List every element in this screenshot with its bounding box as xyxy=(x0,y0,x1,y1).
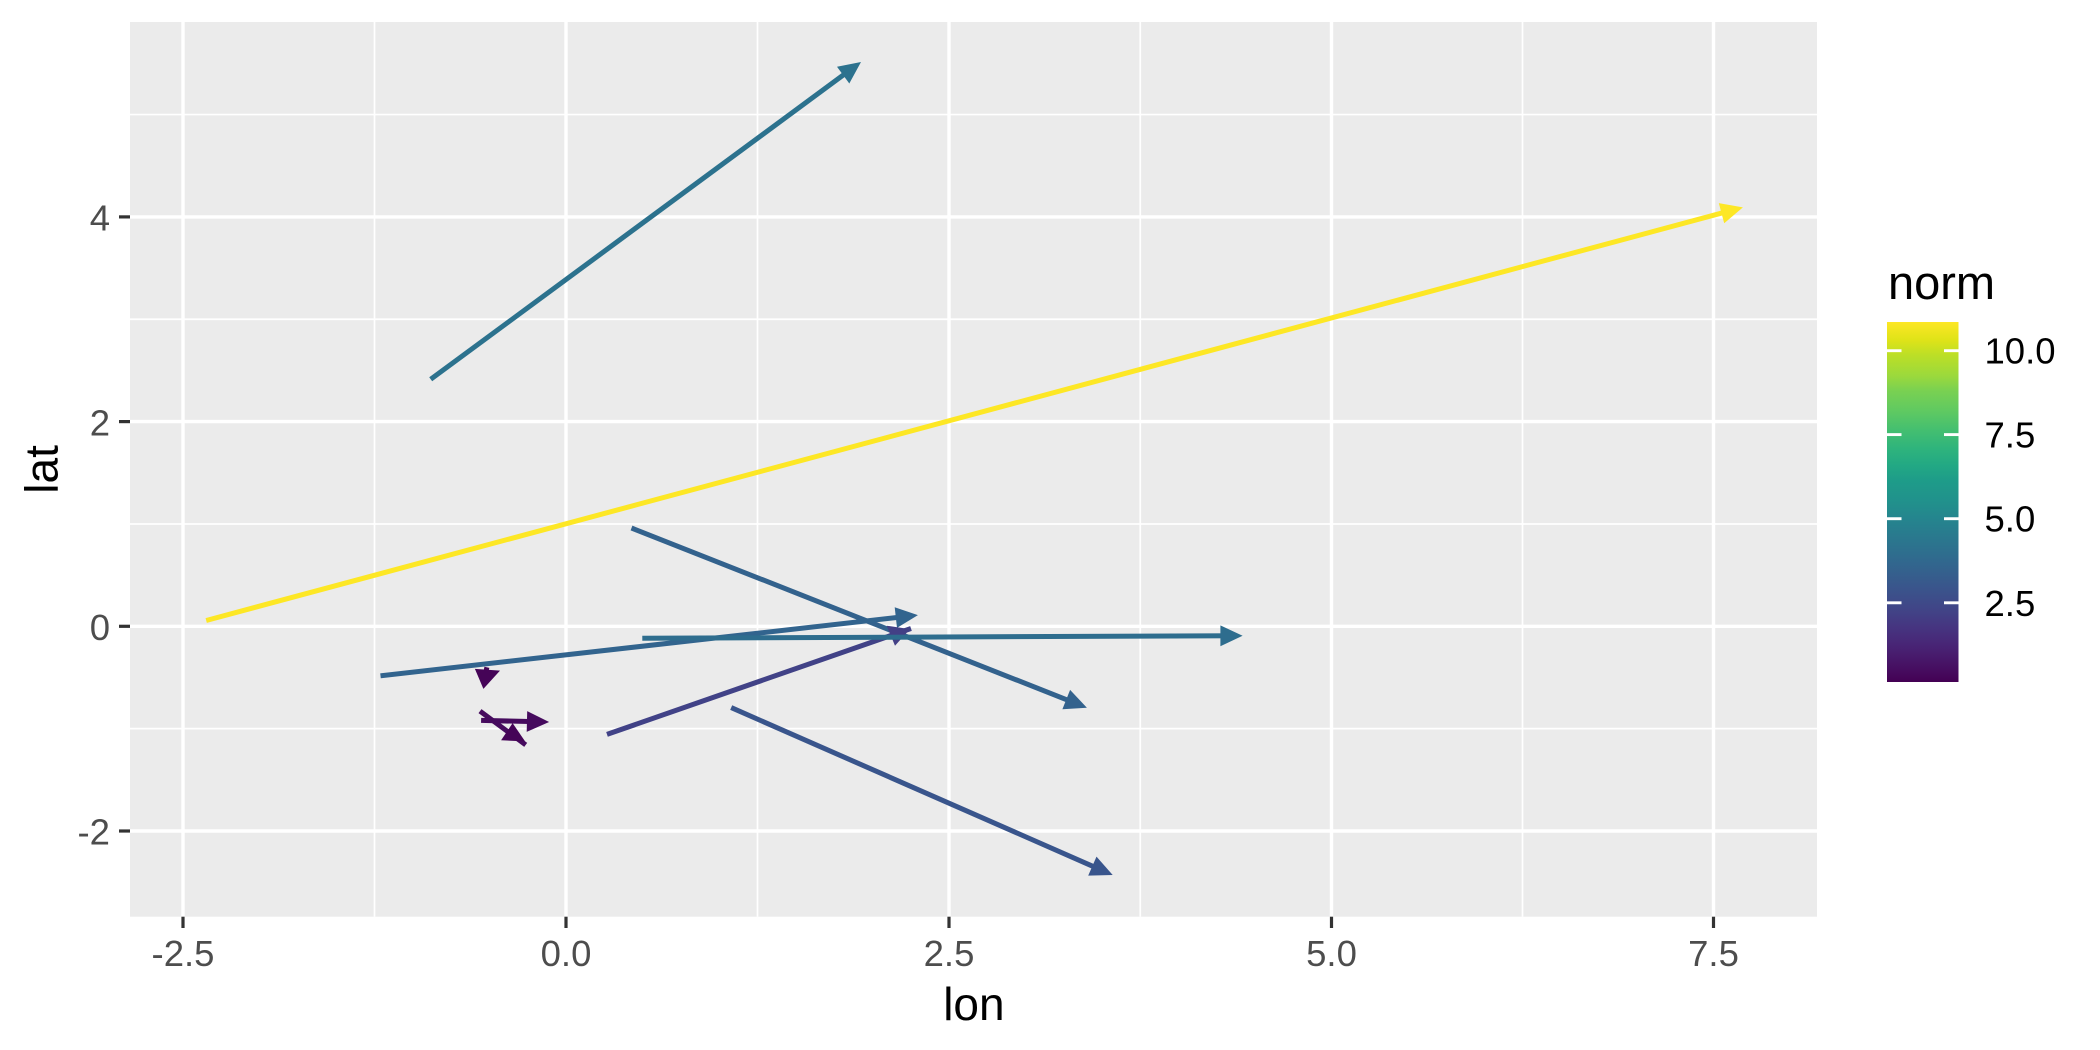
svg-text:2.5: 2.5 xyxy=(924,933,975,974)
svg-text:2: 2 xyxy=(90,402,110,443)
svg-text:10.0: 10.0 xyxy=(1985,331,2056,372)
svg-text:7.5: 7.5 xyxy=(1985,415,2036,456)
svg-text:5.0: 5.0 xyxy=(1985,499,2036,540)
svg-text:5.0: 5.0 xyxy=(1306,933,1357,974)
svg-text:4: 4 xyxy=(90,198,110,239)
svg-text:lon: lon xyxy=(943,978,1004,1030)
svg-text:7.5: 7.5 xyxy=(1688,933,1739,974)
svg-text:-2: -2 xyxy=(78,812,110,853)
svg-text:2.5: 2.5 xyxy=(1985,583,2036,624)
svg-text:lat: lat xyxy=(16,445,68,494)
svg-text:norm: norm xyxy=(1888,256,1995,309)
svg-text:0.0: 0.0 xyxy=(541,933,592,974)
svg-text:-2.5: -2.5 xyxy=(152,933,215,974)
svg-text:0: 0 xyxy=(90,607,110,648)
